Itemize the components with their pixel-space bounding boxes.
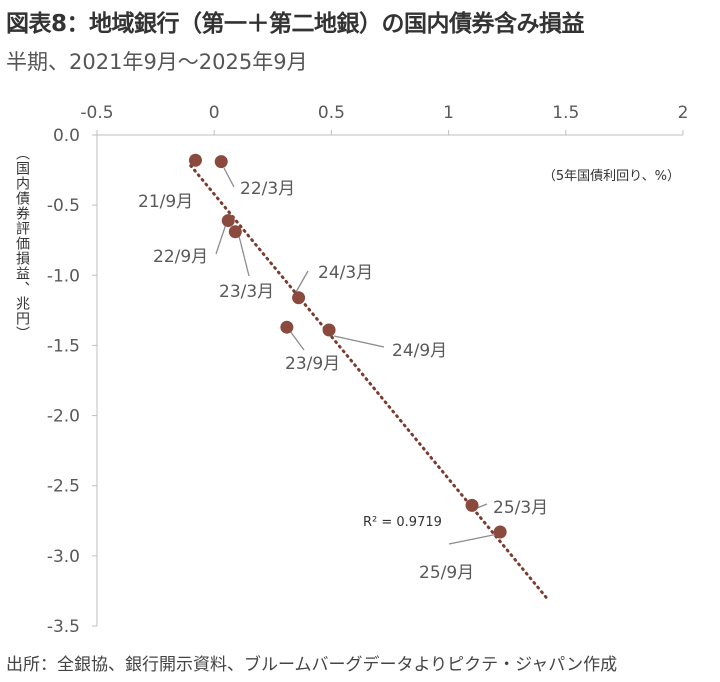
x-tick-label: 1.5 (552, 103, 579, 123)
y-tick-label: -3.0 (47, 547, 80, 567)
callout-line (215, 223, 227, 255)
chart-axes: -0.5 0 0.5 1 1.5 20.0-0.5-1.0-1.5-2.0-2.5-3.0… (14, 103, 688, 637)
y-tick-label: -2.0 (47, 407, 80, 427)
data-point-label: 23/3月 (219, 282, 274, 302)
data-point-label: 21/9月 (138, 192, 193, 212)
data-point (221, 214, 235, 228)
source-note: 出所：全銀協、銀行開示資料、ブルームバーグデータよりピクテ・ジャパン作成 (6, 655, 618, 675)
data-point-label: 22/9月 (153, 247, 208, 267)
y-axis-title: （国内債券評価損益、兆円） (14, 146, 30, 341)
data-point-label: 24/3月 (318, 263, 373, 283)
data-point (292, 291, 306, 305)
callout-line (295, 270, 309, 293)
trendline (189, 164, 549, 600)
data-point-label: 24/9月 (392, 341, 447, 361)
data-point (493, 525, 507, 539)
chart-title: 図表8：地域銀行（第一＋第二地銀）の国内債券含み損益 (6, 11, 585, 37)
callout-layer (215, 167, 499, 545)
points-layer (188, 153, 507, 539)
data-point-label: 25/9月 (419, 563, 474, 583)
y-tick-label: -0.5 (47, 196, 80, 216)
x-tick-label: 2 (678, 103, 689, 123)
data-point (228, 225, 242, 239)
callout-line (448, 533, 499, 545)
y-tick-label: -1.0 (47, 266, 80, 286)
x-tick-label: -0.5 (80, 103, 113, 123)
callout-line (289, 330, 305, 351)
x-tick-label: 0 (209, 103, 220, 123)
data-point-label: 25/3月 (493, 498, 548, 518)
data-point (188, 153, 202, 167)
callout-line (238, 235, 250, 277)
callout-line (476, 503, 488, 509)
x-tick-label: 0.5 (318, 103, 345, 123)
chart-subtitle: 半期、2021年9月～2025年9月 (6, 50, 308, 74)
x-tick-label: 1 (443, 103, 454, 123)
y-tick-label: -3.5 (47, 617, 80, 637)
r-squared-label: R² = 0.9719 (363, 515, 442, 530)
data-point (214, 155, 228, 169)
data-point-label: 22/3月 (240, 179, 295, 199)
data-point (322, 323, 336, 337)
data-point (465, 498, 479, 512)
labels-layer: 21/9月 22/3月 22/9月 23/3月 24/3月 23/9月 24/9月 25/3月… (138, 179, 548, 583)
trendline-layer: R² = 0.9719 (189, 164, 549, 600)
callout-line (223, 167, 235, 188)
y-tick-label: -2.5 (47, 477, 80, 497)
callout-line (333, 335, 385, 348)
x-axis-title: （5年国債利回り、%） (543, 169, 680, 184)
data-point (280, 320, 294, 334)
y-tick-label: 0.0 (53, 126, 80, 146)
data-point-label: 23/9月 (285, 354, 340, 374)
y-tick-label: -1.5 (47, 336, 80, 356)
